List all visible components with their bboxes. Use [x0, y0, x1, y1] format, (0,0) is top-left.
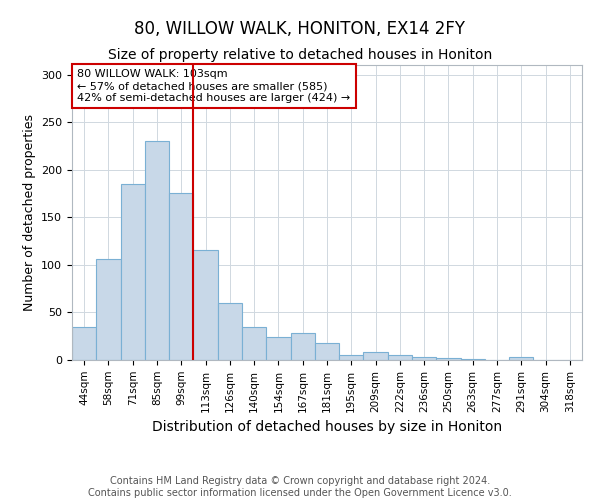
Bar: [169, 194, 193, 360]
Text: 80, WILLOW WALK, HONITON, EX14 2FY: 80, WILLOW WALK, HONITON, EX14 2FY: [134, 20, 466, 38]
Bar: [290, 334, 315, 360]
Text: Contains HM Land Registry data © Crown copyright and database right 2024.
Contai: Contains HM Land Registry data © Crown c…: [88, 476, 512, 498]
Bar: [242, 326, 266, 360]
X-axis label: Distribution of detached houses by size in Honiton: Distribution of detached houses by size …: [152, 420, 502, 434]
Bar: [121, 184, 145, 360]
Text: 80 WILLOW WALK: 103sqm
← 57% of detached houses are smaller (585)
42% of semi-de: 80 WILLOW WALK: 103sqm ← 57% of detached…: [77, 70, 350, 102]
Bar: [388, 355, 412, 360]
Y-axis label: Number of detached properties: Number of detached properties: [23, 114, 35, 311]
Bar: [364, 352, 388, 360]
Bar: [461, 359, 485, 360]
Bar: [436, 358, 461, 360]
Bar: [145, 141, 169, 360]
Bar: [412, 357, 436, 360]
Bar: [72, 326, 96, 360]
Bar: [96, 259, 121, 360]
Text: Size of property relative to detached houses in Honiton: Size of property relative to detached ho…: [108, 48, 492, 62]
Bar: [315, 343, 339, 360]
Bar: [509, 357, 533, 360]
Bar: [218, 303, 242, 360]
Bar: [266, 337, 290, 360]
Bar: [339, 355, 364, 360]
Bar: [193, 250, 218, 360]
